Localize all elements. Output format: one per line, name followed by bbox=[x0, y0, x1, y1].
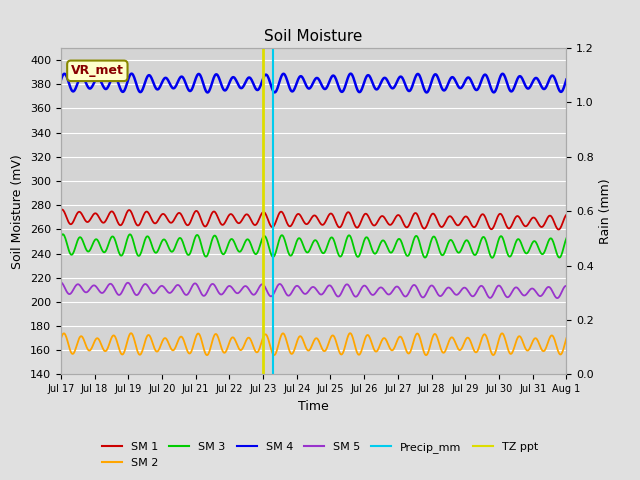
SM 2 bbox=[262, 332, 270, 337]
SM 1 bbox=[563, 212, 570, 217]
Line: SM 5: SM 5 bbox=[61, 282, 566, 298]
SM 2 bbox=[109, 333, 116, 339]
SM 4 bbox=[405, 88, 413, 94]
SM 5 bbox=[109, 282, 116, 288]
Line: SM 2: SM 2 bbox=[61, 333, 566, 355]
SM 2 bbox=[281, 332, 289, 338]
SM 5 bbox=[404, 291, 412, 297]
SM 5 bbox=[554, 295, 561, 301]
SM 3 bbox=[563, 235, 570, 241]
SM 5 bbox=[57, 279, 65, 285]
SM 4 bbox=[452, 79, 460, 85]
SM 3 bbox=[57, 234, 65, 240]
SM 3 bbox=[280, 235, 288, 241]
SM 1 bbox=[461, 214, 468, 220]
Text: VR_met: VR_met bbox=[71, 64, 124, 77]
Legend: SM 1, SM 2, SM 3, SM 4, SM 5, Precip_mm, TZ ppt: SM 1, SM 2, SM 3, SM 4, SM 5, Precip_mm,… bbox=[98, 438, 542, 472]
X-axis label: Time: Time bbox=[298, 400, 329, 413]
SM 3 bbox=[461, 239, 468, 245]
SM 4 bbox=[563, 77, 570, 83]
SM 5 bbox=[460, 285, 468, 290]
Line: SM 3: SM 3 bbox=[61, 234, 566, 258]
Title: Soil Moisture: Soil Moisture bbox=[264, 29, 363, 44]
Line: SM 4: SM 4 bbox=[61, 73, 566, 93]
SM 1 bbox=[404, 223, 412, 229]
SM 5 bbox=[280, 286, 287, 291]
SM 2 bbox=[452, 342, 460, 348]
SM 4 bbox=[461, 78, 469, 84]
Y-axis label: Rain (mm): Rain (mm) bbox=[600, 179, 612, 244]
SM 3 bbox=[262, 234, 269, 240]
SM 2 bbox=[405, 350, 413, 356]
SM 1 bbox=[280, 213, 288, 218]
SM 4 bbox=[109, 74, 116, 80]
SM 3 bbox=[109, 234, 116, 240]
Line: SM 1: SM 1 bbox=[61, 210, 566, 229]
SM 1 bbox=[452, 221, 460, 227]
SM 1 bbox=[555, 227, 563, 232]
SM 4 bbox=[204, 90, 211, 96]
SM 1 bbox=[109, 209, 116, 215]
SM 4 bbox=[57, 78, 65, 84]
SM 1 bbox=[262, 211, 269, 217]
SM 5 bbox=[563, 283, 570, 289]
SM 2 bbox=[563, 336, 570, 341]
SM 2 bbox=[461, 338, 469, 344]
SM 4 bbox=[281, 72, 289, 77]
SM 3 bbox=[488, 255, 496, 261]
SM 2 bbox=[204, 352, 211, 358]
SM 1 bbox=[57, 207, 65, 213]
SM 4 bbox=[262, 72, 270, 78]
Y-axis label: Soil Moisture (mV): Soil Moisture (mV) bbox=[12, 154, 24, 269]
SM 2 bbox=[127, 330, 135, 336]
SM 5 bbox=[451, 291, 459, 297]
SM 2 bbox=[57, 336, 65, 342]
SM 4 bbox=[128, 71, 136, 76]
SM 3 bbox=[59, 231, 67, 237]
SM 3 bbox=[452, 246, 460, 252]
SM 3 bbox=[404, 252, 412, 258]
SM 1 bbox=[58, 207, 66, 213]
SM 5 bbox=[261, 285, 269, 290]
